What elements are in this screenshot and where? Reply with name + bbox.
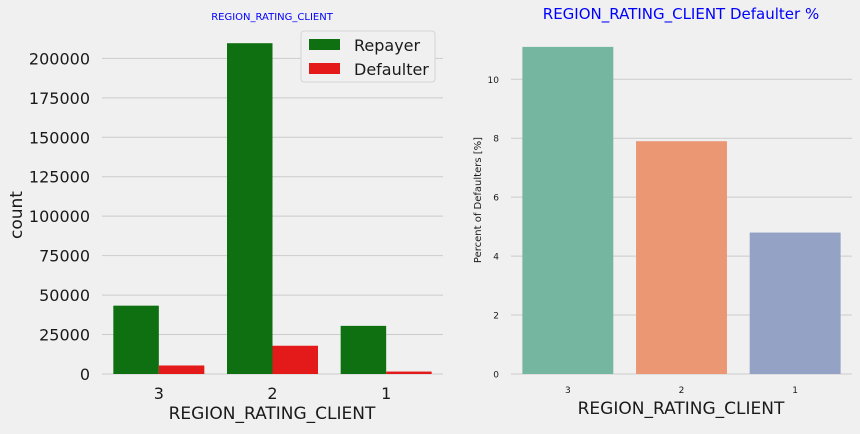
y-tick-label: 6 bbox=[493, 194, 499, 204]
count-chart-y-ticks: 0 25000 50000 75000 100000 125000 150000 175000… bbox=[29, 49, 90, 384]
bar-percent-1 bbox=[749, 232, 841, 374]
defaulter-percent-chart-y-ticks: 0 2 4 6 8 10 bbox=[488, 76, 500, 381]
y-tick-label: 8 bbox=[493, 135, 499, 145]
defaulter-percent-chart-x-ticks: 3 2 1 bbox=[565, 386, 798, 396]
y-tick-label: 150000 bbox=[29, 128, 90, 147]
x-tick-label: 3 bbox=[154, 384, 164, 403]
count-chart-legend: Repayer Defaulter bbox=[300, 30, 436, 83]
x-tick-label: 3 bbox=[565, 386, 571, 396]
x-tick-label: 2 bbox=[679, 386, 685, 396]
count-chart: REGION_RATING_CLIENT 0 25000 50000 75000 100… bbox=[7, 12, 443, 424]
count-chart-y-label: count bbox=[7, 191, 27, 239]
count-chart-x-ticks: 3 2 1 bbox=[154, 384, 392, 403]
bar-defaulter-3 bbox=[158, 365, 205, 374]
y-tick-label: 100000 bbox=[29, 207, 90, 226]
y-tick-label: 4 bbox=[493, 253, 499, 263]
defaulter-percent-chart-x-label: REGION_RATING_CLIENT bbox=[578, 399, 785, 419]
defaulter-percent-chart-bars bbox=[522, 46, 841, 375]
bar-percent-3 bbox=[522, 46, 614, 375]
bar-defaulter-1 bbox=[386, 371, 432, 374]
x-tick-label: 1 bbox=[381, 384, 391, 403]
legend-label-defaulter: Defaulter bbox=[354, 60, 429, 79]
y-tick-label: 50000 bbox=[39, 286, 90, 305]
y-tick-label: 2 bbox=[493, 312, 499, 322]
y-tick-label: 25000 bbox=[39, 326, 90, 345]
legend-swatch-repayer bbox=[309, 39, 340, 50]
defaulter-percent-chart-title: REGION_RATING_CLIENT Defaulter % bbox=[543, 5, 819, 24]
bar-defaulter-2 bbox=[272, 345, 318, 374]
bar-repayer-3 bbox=[113, 305, 159, 374]
count-chart-bars bbox=[113, 43, 432, 375]
bar-repayer-1 bbox=[340, 325, 387, 374]
bar-repayer-2 bbox=[227, 43, 273, 375]
count-chart-title: REGION_RATING_CLIENT bbox=[211, 12, 334, 23]
y-tick-label: 125000 bbox=[29, 168, 90, 187]
legend-swatch-defaulter bbox=[309, 63, 340, 74]
x-tick-label: 2 bbox=[267, 384, 277, 403]
y-tick-label: 0 bbox=[493, 371, 499, 381]
defaulter-percent-chart: REGION_RATING_CLIENT Defaulter % 0246810… bbox=[473, 5, 852, 419]
y-tick-label: 200000 bbox=[29, 49, 90, 68]
x-tick-label: 1 bbox=[792, 386, 798, 396]
y-tick-label: 75000 bbox=[39, 247, 90, 266]
defaulter-percent-chart-y-label: Percent of Defaulters [%] bbox=[473, 137, 484, 263]
y-tick-label: 175000 bbox=[29, 89, 90, 108]
y-tick-label: 10 bbox=[488, 76, 500, 86]
legend-label-repayer: Repayer bbox=[354, 36, 421, 55]
bar-percent-2 bbox=[636, 141, 727, 374]
y-tick-label: 0 bbox=[80, 365, 90, 384]
count-chart-x-label: REGION_RATING_CLIENT bbox=[169, 404, 376, 424]
